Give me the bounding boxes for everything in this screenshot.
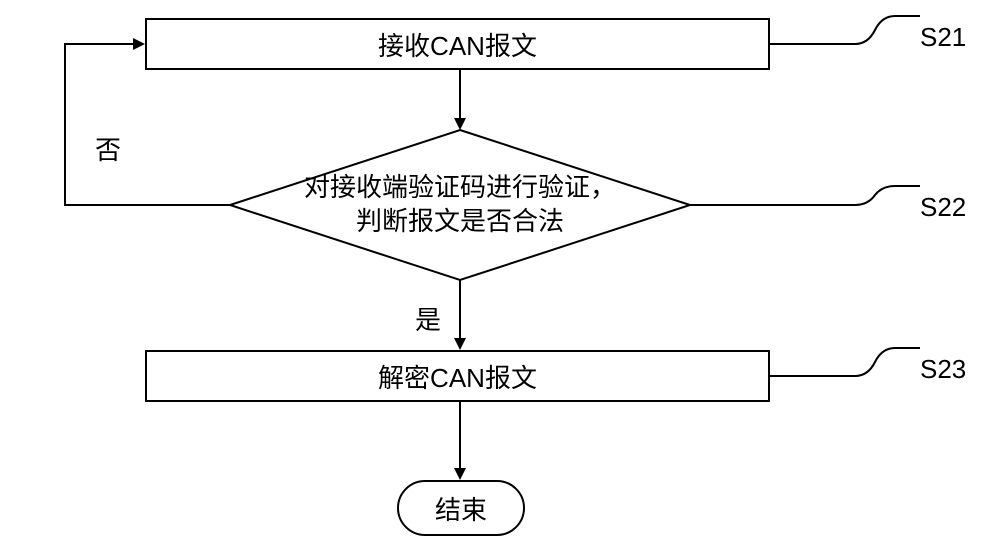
callout-s23: S23 [920,354,966,385]
step-receive-can: 接收CAN报文 [145,18,770,70]
decision-line1: 对接收端验证码进行验证， [230,171,690,205]
callout-s21: S21 [920,22,966,53]
step-decrypt-can-text: 解密CAN报文 [378,358,537,395]
decision-verify: 对接收端验证码进行验证， 判断报文是否合法 [230,130,690,280]
label-no: 否 [95,130,121,167]
flowchart-diagram: 接收CAN报文 对接收端验证码进行验证， 判断报文是否合法 解密CAN报文 结束… [0,0,1000,556]
callout-line-s23 [770,348,920,376]
decision-line2: 判断报文是否合法 [230,205,690,239]
step-receive-can-text: 接收CAN报文 [378,26,537,63]
end-terminator: 结束 [397,480,525,536]
callout-s22: S22 [920,192,966,223]
step-decrypt-can: 解密CAN报文 [145,350,770,402]
label-yes: 是 [415,300,441,337]
callout-line-s22 [690,186,920,205]
callout-line-s21 [770,16,920,44]
end-text: 结束 [435,490,487,527]
